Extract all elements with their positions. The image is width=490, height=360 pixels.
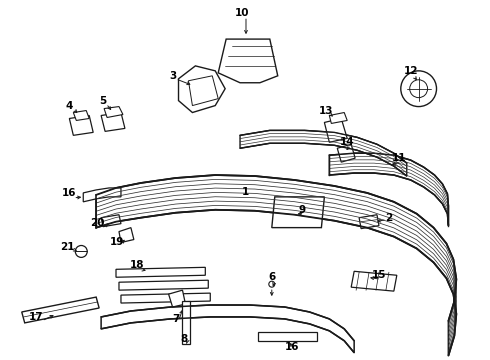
Polygon shape — [70, 116, 93, 135]
Polygon shape — [119, 228, 134, 243]
Polygon shape — [119, 280, 208, 290]
Text: 9: 9 — [299, 205, 306, 215]
Polygon shape — [101, 113, 125, 131]
Text: 20: 20 — [90, 218, 104, 228]
Polygon shape — [182, 301, 191, 344]
Text: 13: 13 — [319, 105, 334, 116]
Polygon shape — [272, 197, 324, 228]
Polygon shape — [101, 215, 121, 227]
Text: 4: 4 — [66, 100, 73, 111]
Polygon shape — [324, 118, 347, 142]
Text: 16: 16 — [284, 342, 299, 352]
Polygon shape — [96, 175, 456, 356]
Polygon shape — [189, 76, 218, 105]
Polygon shape — [104, 107, 123, 117]
Polygon shape — [337, 144, 355, 162]
Text: 14: 14 — [340, 137, 355, 147]
Text: 8: 8 — [181, 334, 188, 344]
Text: 11: 11 — [392, 153, 406, 163]
Text: 21: 21 — [60, 243, 74, 252]
Text: 16: 16 — [62, 188, 76, 198]
Text: 5: 5 — [99, 96, 107, 105]
Polygon shape — [121, 293, 210, 303]
Polygon shape — [359, 215, 379, 229]
Polygon shape — [74, 111, 89, 121]
Polygon shape — [329, 153, 448, 226]
Text: 1: 1 — [242, 187, 248, 197]
Text: 17: 17 — [28, 312, 43, 322]
Polygon shape — [22, 297, 99, 323]
Polygon shape — [351, 271, 397, 291]
Polygon shape — [240, 130, 407, 176]
Polygon shape — [101, 305, 354, 353]
Text: 15: 15 — [372, 270, 386, 280]
Text: 18: 18 — [129, 260, 144, 270]
Polygon shape — [178, 66, 225, 113]
Polygon shape — [218, 39, 278, 83]
Text: 2: 2 — [385, 213, 392, 223]
Text: 19: 19 — [110, 237, 124, 247]
Polygon shape — [83, 188, 121, 202]
Polygon shape — [116, 267, 205, 277]
Polygon shape — [329, 113, 347, 123]
Text: 10: 10 — [235, 8, 249, 18]
Polygon shape — [169, 290, 185, 307]
Text: 3: 3 — [169, 71, 176, 81]
Polygon shape — [258, 332, 318, 341]
Text: 7: 7 — [172, 314, 179, 324]
Text: 12: 12 — [403, 66, 418, 76]
Text: 6: 6 — [268, 272, 275, 282]
